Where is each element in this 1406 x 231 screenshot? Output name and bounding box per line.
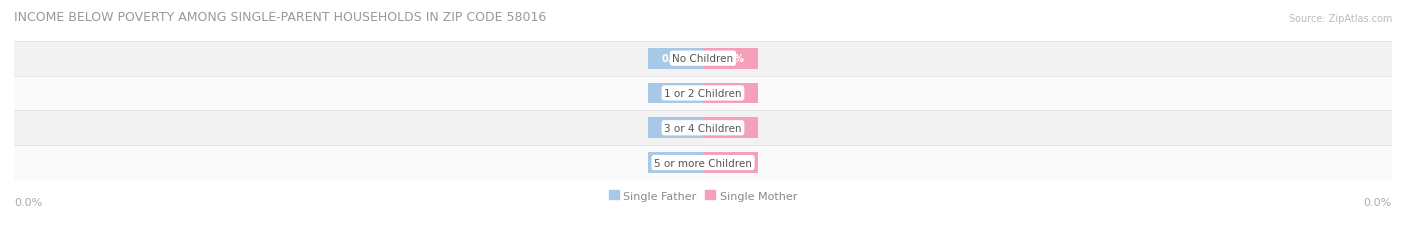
Bar bbox=[648, 118, 703, 139]
Text: 3 or 4 Children: 3 or 4 Children bbox=[664, 123, 742, 133]
Text: 1 or 2 Children: 1 or 2 Children bbox=[664, 88, 742, 99]
Bar bbox=[703, 49, 758, 69]
Bar bbox=[648, 83, 703, 104]
Text: 5 or more Children: 5 or more Children bbox=[654, 158, 752, 168]
Text: 0.0%: 0.0% bbox=[1364, 197, 1392, 207]
Bar bbox=[14, 42, 1392, 76]
Text: 0.0%: 0.0% bbox=[717, 123, 744, 133]
Text: 0.0%: 0.0% bbox=[717, 158, 744, 168]
Text: 0.0%: 0.0% bbox=[717, 88, 744, 99]
Bar bbox=[14, 146, 1392, 180]
Text: Source: ZipAtlas.com: Source: ZipAtlas.com bbox=[1288, 14, 1392, 24]
Text: No Children: No Children bbox=[672, 54, 734, 64]
Legend: Single Father, Single Mother: Single Father, Single Mother bbox=[605, 186, 801, 205]
Text: 0.0%: 0.0% bbox=[662, 88, 689, 99]
Bar bbox=[648, 49, 703, 69]
Text: 0.0%: 0.0% bbox=[14, 197, 42, 207]
Bar bbox=[14, 111, 1392, 146]
Text: INCOME BELOW POVERTY AMONG SINGLE-PARENT HOUSEHOLDS IN ZIP CODE 58016: INCOME BELOW POVERTY AMONG SINGLE-PARENT… bbox=[14, 11, 547, 24]
Bar bbox=[703, 152, 758, 173]
Bar bbox=[648, 152, 703, 173]
Bar bbox=[703, 118, 758, 139]
Text: 0.0%: 0.0% bbox=[662, 54, 689, 64]
Bar bbox=[703, 83, 758, 104]
Text: 0.0%: 0.0% bbox=[662, 123, 689, 133]
Text: 0.0%: 0.0% bbox=[717, 54, 744, 64]
Bar bbox=[14, 76, 1392, 111]
Text: 0.0%: 0.0% bbox=[662, 158, 689, 168]
